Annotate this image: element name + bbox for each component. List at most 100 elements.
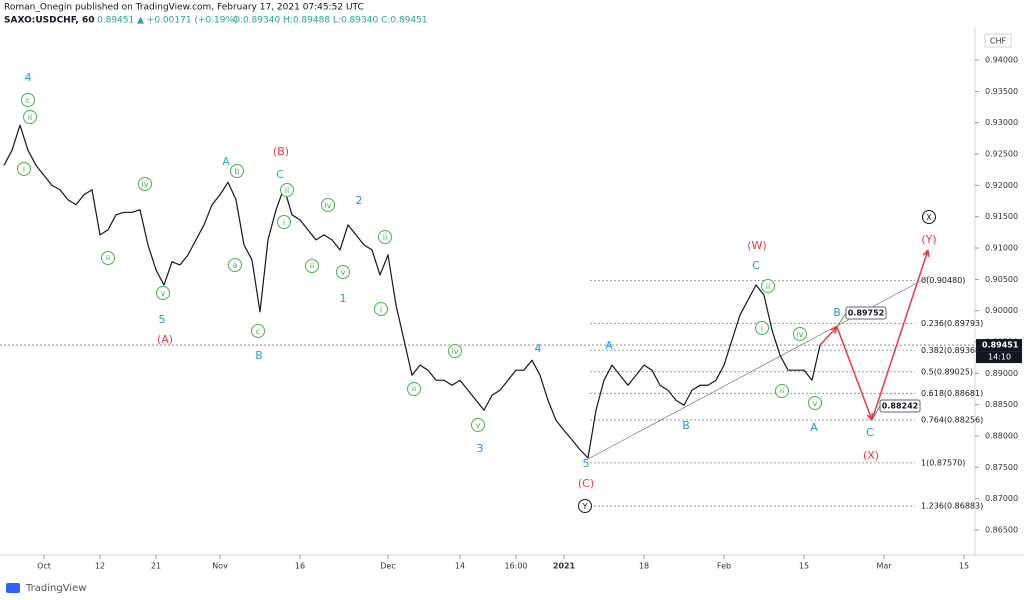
wave-circle	[280, 183, 294, 197]
wave-circle	[251, 324, 265, 338]
wave-label: i	[761, 324, 763, 333]
y-tick-label: 0.92000	[985, 181, 1018, 190]
wave-label: (C)	[578, 477, 594, 490]
wave-label: X	[926, 213, 932, 222]
wave-label: A	[222, 155, 230, 168]
x-tick-label: 16	[295, 562, 305, 571]
y-tick-label: 0.87500	[985, 463, 1018, 472]
fib-label: 0.618(0.88681)	[921, 389, 983, 398]
wave-label: iii	[779, 388, 784, 395]
fib-label: 1(0.87570)	[921, 458, 965, 467]
wave-label: iv	[325, 201, 332, 210]
wave-circle	[755, 321, 769, 335]
wave-label: iii	[411, 386, 416, 393]
wave-label: ii	[383, 233, 387, 242]
wave-label: B	[682, 419, 690, 432]
wave-label: iv	[452, 347, 459, 356]
wave-circle	[378, 230, 392, 244]
x-tick-label: Nov	[212, 562, 228, 571]
x-tick-label: 21	[151, 562, 161, 571]
callout-label: 0.89752	[848, 309, 884, 318]
wave-label: c	[26, 96, 30, 105]
x-tick-label: 15	[959, 562, 969, 571]
wave-label: (W)	[747, 239, 766, 252]
projection-arrow	[819, 326, 838, 346]
time-label-box	[976, 351, 1022, 364]
wave-label: i	[283, 218, 285, 227]
callout-box	[845, 306, 887, 320]
publisher: Roman_Onegin published on TradingView.co…	[4, 3, 364, 13]
wave-label: v	[341, 268, 346, 277]
y-tick-label: 0.93500	[985, 87, 1018, 96]
wave-label: (X)	[863, 449, 879, 462]
wave-label: Y	[582, 502, 588, 511]
wave-circle	[230, 164, 244, 178]
wave-label: 2	[356, 194, 363, 207]
ohlc: O:0.89340 H:0.89488 L:0.89340 C:0.89451	[233, 16, 428, 26]
y-tick-label: 0.93000	[985, 118, 1018, 127]
symbol: SAXO:USDCHF, 60	[4, 16, 95, 26]
projection-arrow	[871, 249, 929, 421]
x-tick-label: Feb	[717, 562, 731, 571]
wave-label: i	[380, 305, 382, 314]
y-tick-label: 0.88000	[985, 431, 1018, 440]
fib-label: 0.236(0.89793)	[921, 319, 983, 328]
wave-circle	[305, 259, 319, 273]
y-tick-label: 0.87000	[985, 494, 1018, 503]
arrow-head	[922, 249, 930, 258]
wave-label: iii	[309, 263, 314, 270]
fib-label: 0(0.90480)	[921, 276, 965, 285]
wave-circle	[17, 162, 31, 176]
wave-label: i	[23, 165, 25, 174]
wave-label: 4	[535, 342, 542, 355]
wave-circle	[336, 265, 350, 279]
wave-circle	[407, 382, 421, 396]
wave-label: b	[234, 167, 239, 176]
change: ▲ +0.00171 (+0.19%)	[137, 16, 238, 26]
wave-circle	[156, 286, 170, 300]
y-tick-label: 0.90000	[985, 306, 1018, 315]
wave-circle	[277, 215, 291, 229]
y-tick-label: 0.92500	[985, 150, 1018, 159]
wave-label: iv	[797, 330, 804, 339]
y-tick-label: 0.86500	[985, 525, 1018, 534]
wave-circle	[578, 499, 592, 513]
y-tick-label: 0.91000	[985, 244, 1018, 253]
wave-circle	[138, 177, 152, 191]
wave-label: ii	[766, 282, 770, 291]
wave-label: a	[233, 261, 238, 270]
fib-label: 0.764(0.88256)	[921, 415, 983, 424]
wave-label: 4	[25, 71, 32, 84]
fib-label: 0.5(0.89025)	[921, 367, 973, 376]
wave-label: A	[605, 339, 613, 352]
callout-label: 0.88242	[882, 402, 918, 411]
last-price: 0.89451	[97, 16, 134, 26]
wave-circle	[448, 344, 462, 358]
wave-label: ii	[285, 186, 289, 195]
logo-icon	[6, 583, 20, 593]
wave-label: iii	[105, 255, 110, 262]
wave-label: iv	[142, 180, 149, 189]
wave-label: v	[813, 399, 818, 408]
wave-label: B	[833, 306, 841, 319]
wave-circle	[101, 251, 115, 265]
x-tick-label: 16:00	[504, 562, 527, 571]
wave-label: ii	[28, 113, 32, 122]
y-tick-label: 0.91500	[985, 212, 1018, 221]
fib-label: 1.236(0.86883)	[921, 501, 983, 510]
x-tick-label: 15	[799, 562, 809, 571]
wave-label: C	[752, 259, 760, 272]
x-tick-label: 18	[639, 562, 649, 571]
wave-circle	[922, 210, 936, 224]
wave-circle	[793, 327, 807, 341]
wave-circle	[374, 302, 388, 316]
wave-circle	[775, 384, 789, 398]
currency-box[interactable]	[984, 33, 1012, 48]
wave-label: 5	[583, 457, 590, 470]
arrow-head	[830, 326, 838, 334]
price-label: 0.89451	[982, 341, 1019, 350]
x-tick-label: 2021	[553, 562, 576, 571]
wave-label: v	[476, 421, 481, 430]
